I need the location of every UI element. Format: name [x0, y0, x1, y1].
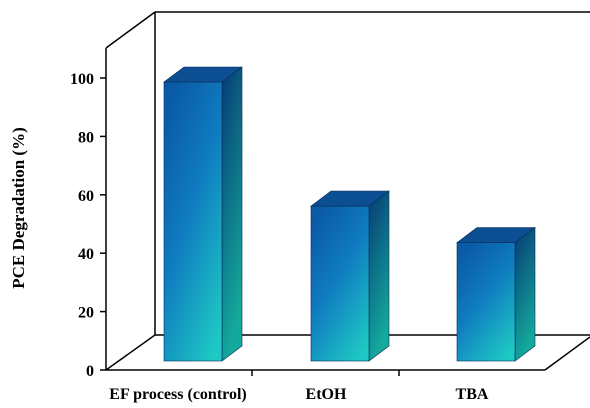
- y-tick-label: 20: [78, 305, 94, 322]
- floor-left-edge: [105, 334, 156, 371]
- x-axis-labels: EF process (control) EtOH TBA: [109, 386, 489, 403]
- bar: [163, 66, 243, 362]
- y-axis-ticks: 0 20 40 60 80 100: [70, 71, 106, 380]
- bar: [456, 227, 536, 362]
- x-tick-label: TBA: [456, 386, 489, 403]
- y-tick-label: 80: [78, 129, 94, 146]
- y-axis-label: PCE Degradation (%): [9, 127, 28, 288]
- x-tick-label: EtOH: [306, 386, 347, 403]
- y-tick-label: 0: [86, 363, 94, 380]
- bar-top-face: [456, 227, 536, 243]
- floor-right-edge: [544, 336, 590, 371]
- bar-side-face: [368, 190, 390, 362]
- bar-front-face: [163, 81, 223, 362]
- bar-front-face: [310, 205, 370, 362]
- x-tick-label: EF process (control): [109, 386, 246, 403]
- left-wall-top-edge: [105, 11, 156, 49]
- bar-front-face: [456, 242, 516, 362]
- y-tick-label: 100: [70, 71, 94, 88]
- bar-side-face: [221, 66, 243, 362]
- x-axis-ticks: [251, 370, 400, 376]
- bar-side-face: [514, 227, 536, 362]
- bar-top-face: [310, 190, 390, 207]
- bar-top-face: [163, 66, 243, 83]
- bars: [163, 66, 536, 362]
- y-tick-label: 60: [78, 188, 94, 205]
- y-tick-label: 40: [78, 246, 94, 263]
- bar: [310, 190, 390, 362]
